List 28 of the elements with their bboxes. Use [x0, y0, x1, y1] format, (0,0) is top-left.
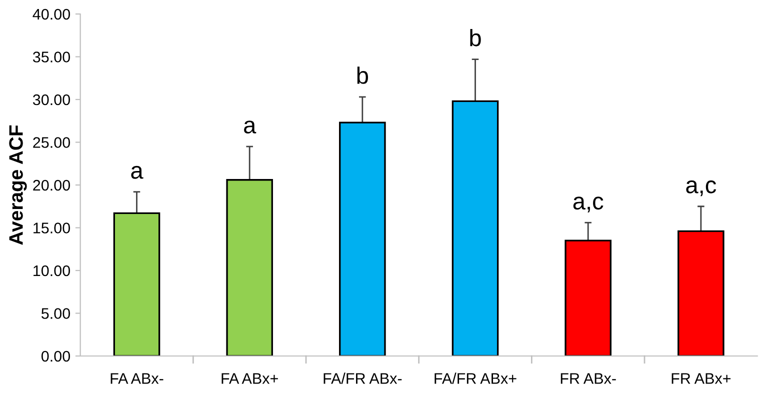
y-tick-label: 40.00 [32, 8, 70, 20]
x-tick-label: FR ABx- [560, 373, 616, 384]
annotation: a,c [573, 196, 604, 212]
bar [113, 212, 160, 356]
y-tick-label: 5.00 [41, 308, 70, 319]
annotation: a [244, 120, 256, 134]
annotation: a [131, 166, 144, 179]
bar [339, 122, 386, 356]
y-tick-label: 10.00 [34, 265, 70, 276]
y-tick-label: 25.00 [33, 137, 70, 148]
x-tick-label: FA ABx+ [222, 373, 278, 384]
bar [226, 179, 273, 356]
x-tick-label: FR ABx+ [672, 373, 731, 384]
bar [564, 240, 612, 356]
annotation: b [357, 66, 368, 84]
annotation: b [470, 28, 481, 46]
bar [678, 230, 724, 356]
x-tick-label: FA/FR ABx- [324, 372, 402, 384]
y-tick-label: 35.00 [32, 52, 70, 62]
x-tick-label: FA/FR ABx+ [434, 372, 516, 384]
y-tick-label: 0.00 [41, 350, 70, 362]
x-tick-label: FA ABx- [110, 373, 164, 384]
bar [452, 100, 499, 356]
annotation: a,c [686, 180, 716, 196]
y-tick-label: 30.00 [32, 94, 70, 106]
y-tick-label: 20.00 [33, 180, 70, 191]
y-tick-label: 15.00 [34, 222, 70, 234]
y-axis-title: Average ACF [9, 125, 27, 245]
